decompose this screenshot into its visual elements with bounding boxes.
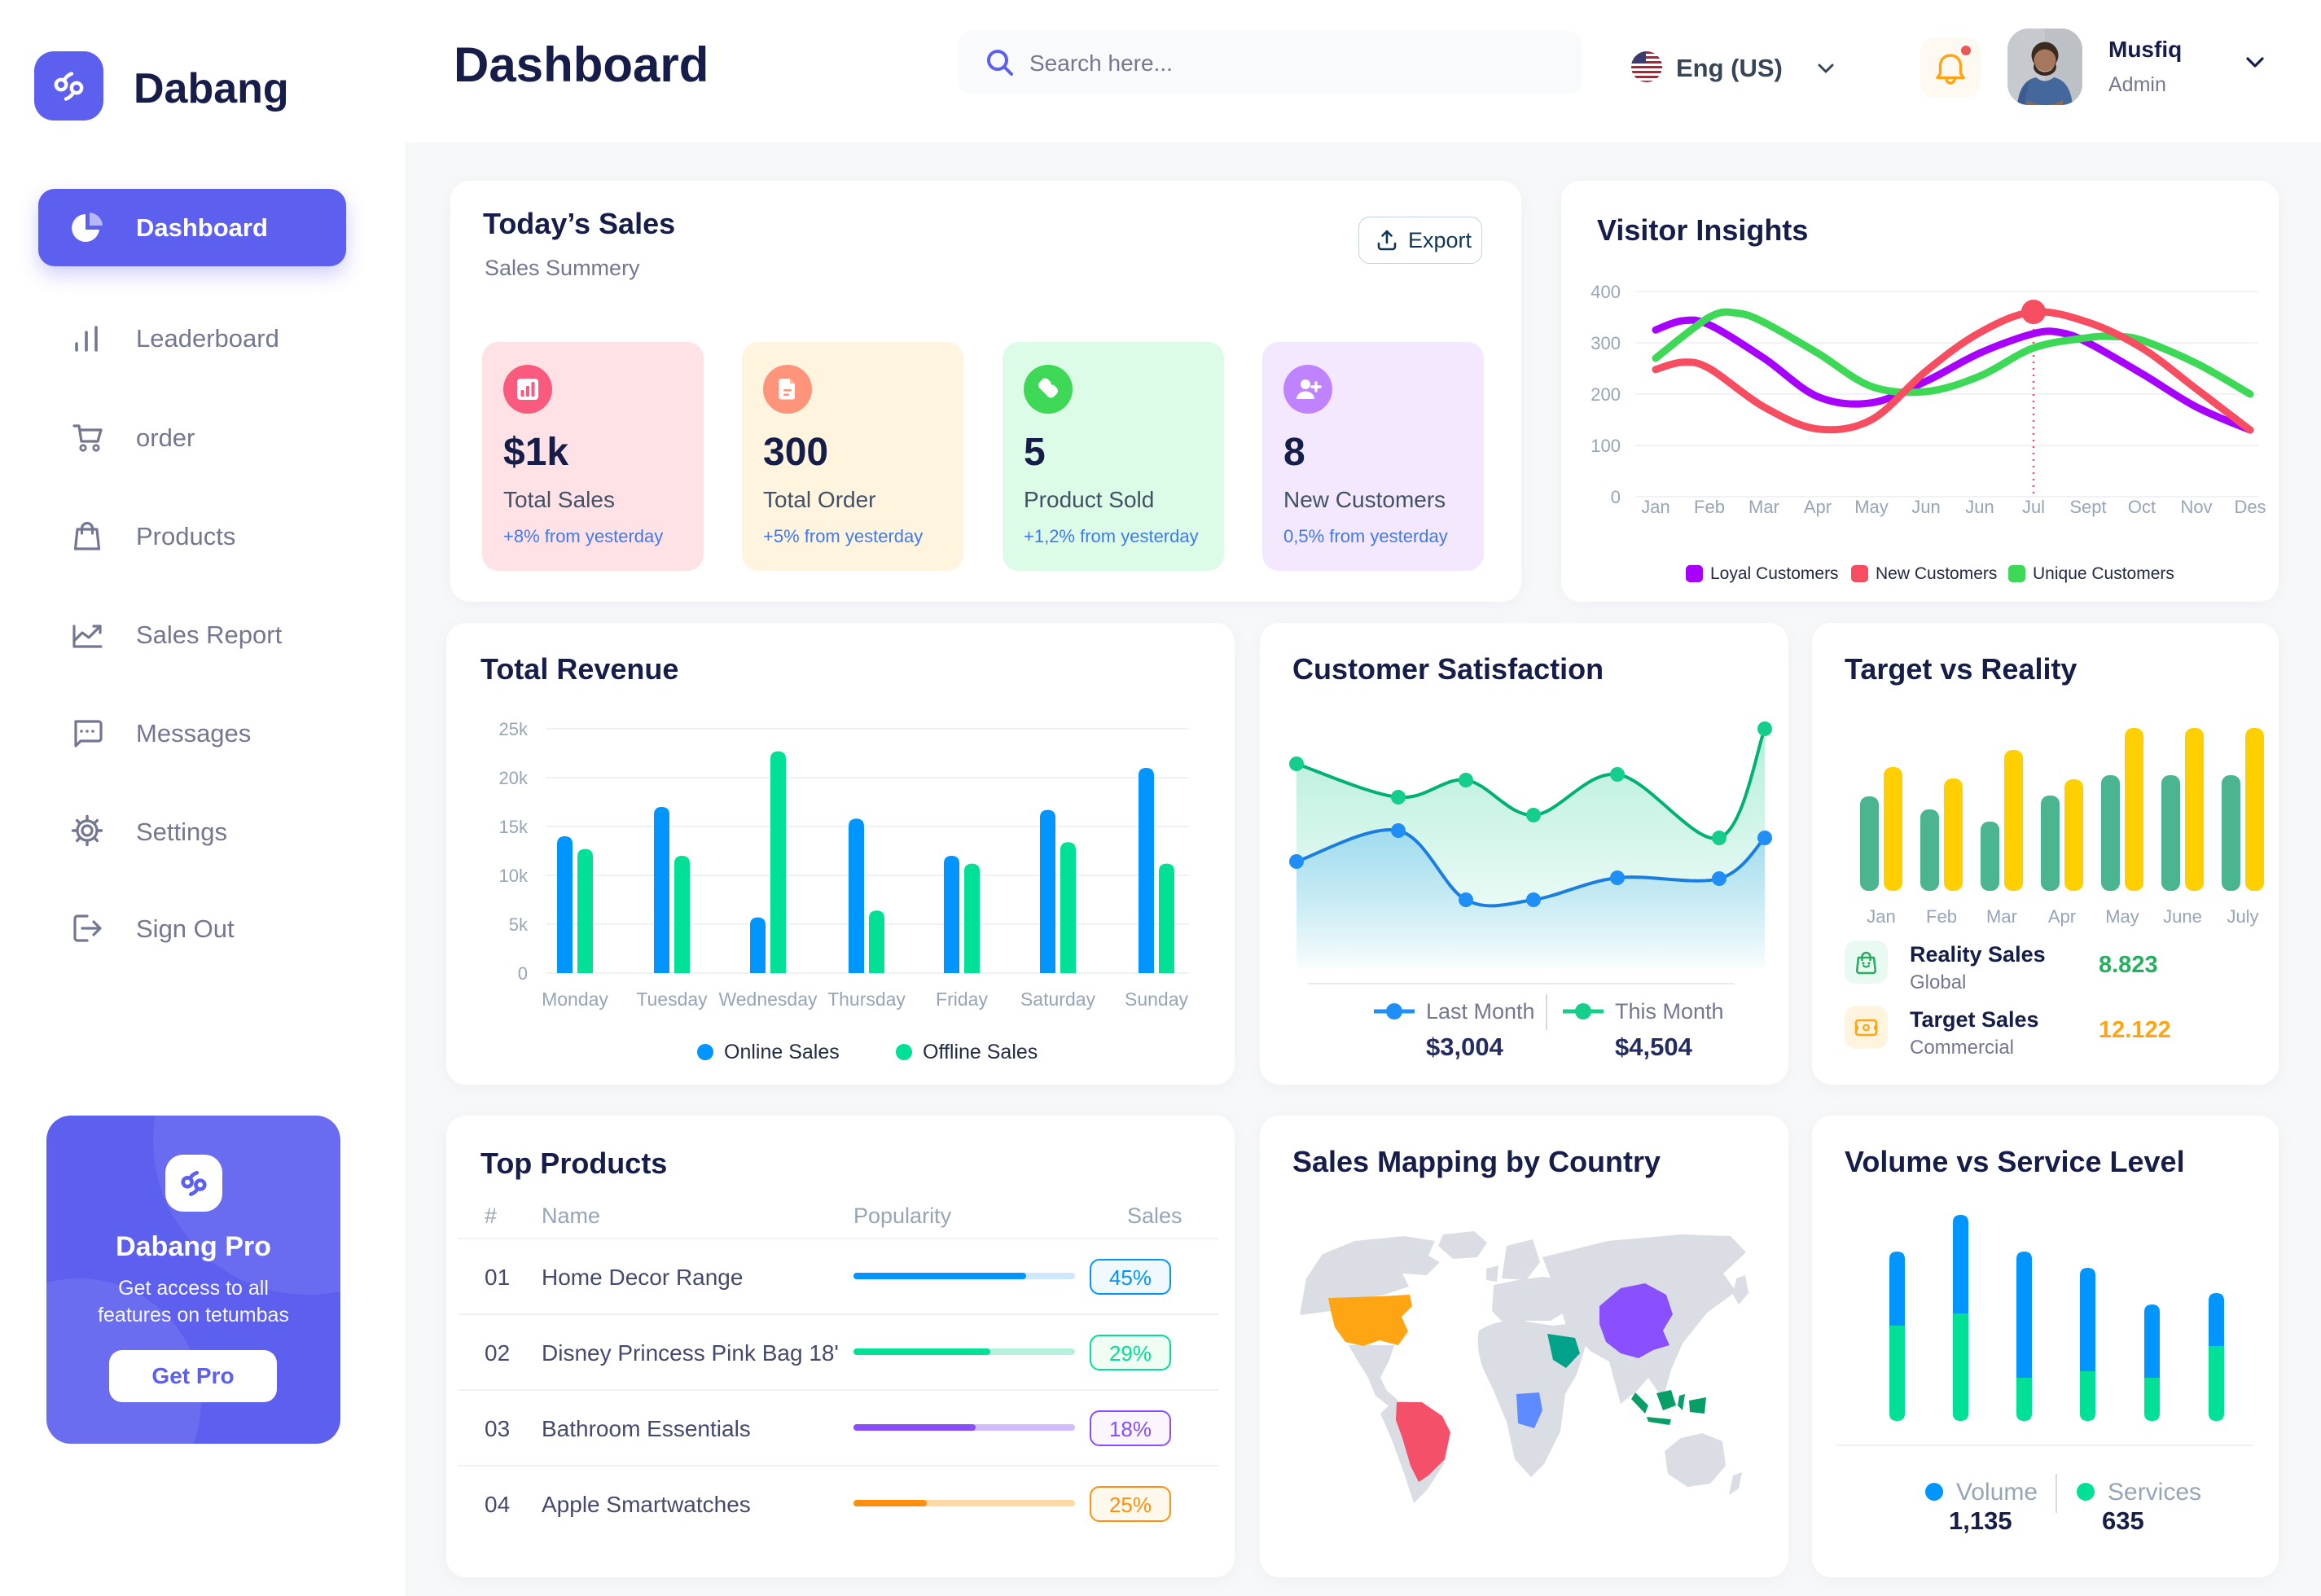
- svg-text:Feb: Feb: [1694, 497, 1725, 517]
- svg-text:Friday: Friday: [936, 989, 988, 1010]
- svg-text:25k: 25k: [499, 719, 529, 739]
- svg-text:20k: 20k: [499, 768, 529, 788]
- svg-text:Sept: Sept: [2069, 497, 2106, 517]
- svg-text:Monday: Monday: [542, 989, 608, 1010]
- svg-text:$3,004: $3,004: [1426, 1033, 1504, 1061]
- svg-text:Offline Sales: Offline Sales: [923, 1041, 1038, 1063]
- svg-text:$4,504: $4,504: [1615, 1033, 1693, 1061]
- svg-text:Jan: Jan: [1867, 906, 1895, 927]
- svg-text:15k: 15k: [499, 817, 529, 837]
- svg-text:May: May: [2105, 906, 2139, 927]
- svg-text:Feb: Feb: [1926, 906, 1957, 927]
- svg-text:Nov: Nov: [2180, 497, 2212, 517]
- svg-text:Services: Services: [2108, 1479, 2201, 1506]
- svg-text:Loyal Customers: Loyal Customers: [1710, 564, 1839, 583]
- svg-text:Last Month: Last Month: [1426, 999, 1535, 1024]
- svg-text:Jun: Jun: [1911, 497, 1940, 517]
- svg-text:Oct: Oct: [2128, 497, 2156, 517]
- svg-text:Apr: Apr: [1804, 497, 1832, 517]
- svg-text:Mar: Mar: [1986, 906, 2017, 927]
- svg-text:This Month: This Month: [1615, 999, 1724, 1024]
- svg-text:200: 200: [1590, 384, 1621, 405]
- svg-text:New Customers: New Customers: [1876, 564, 1997, 583]
- svg-text:Tuesday: Tuesday: [636, 989, 708, 1010]
- svg-text:1,135: 1,135: [1949, 1506, 2012, 1535]
- svg-text:Jun: Jun: [1965, 497, 1994, 517]
- svg-text:Jul: Jul: [2022, 497, 2045, 517]
- svg-text:0: 0: [518, 963, 528, 984]
- svg-text:Mar: Mar: [1748, 497, 1779, 517]
- svg-text:May: May: [1854, 497, 1889, 517]
- svg-text:June: June: [2163, 906, 2202, 927]
- svg-text:Thursday: Thursday: [827, 989, 906, 1010]
- svg-text:5k: 5k: [509, 914, 529, 935]
- svg-text:0: 0: [1611, 487, 1621, 507]
- svg-text:Volume: Volume: [1956, 1479, 2038, 1506]
- svg-text:Saturday: Saturday: [1020, 989, 1096, 1010]
- svg-text:635: 635: [2102, 1506, 2144, 1535]
- svg-text:10k: 10k: [499, 866, 529, 886]
- svg-text:July: July: [2227, 906, 2258, 927]
- svg-text:Des: Des: [2234, 497, 2266, 517]
- svg-text:Wednesday: Wednesday: [718, 989, 818, 1010]
- svg-text:Unique Customers: Unique Customers: [2033, 564, 2174, 583]
- svg-text:400: 400: [1590, 282, 1621, 302]
- svg-text:Sunday: Sunday: [1125, 989, 1189, 1010]
- svg-text:Online Sales: Online Sales: [724, 1041, 840, 1063]
- svg-text:Jan: Jan: [1641, 497, 1669, 517]
- svg-text:Apr: Apr: [2048, 906, 2076, 927]
- svg-text:100: 100: [1590, 436, 1621, 456]
- svg-text:300: 300: [1590, 333, 1621, 353]
